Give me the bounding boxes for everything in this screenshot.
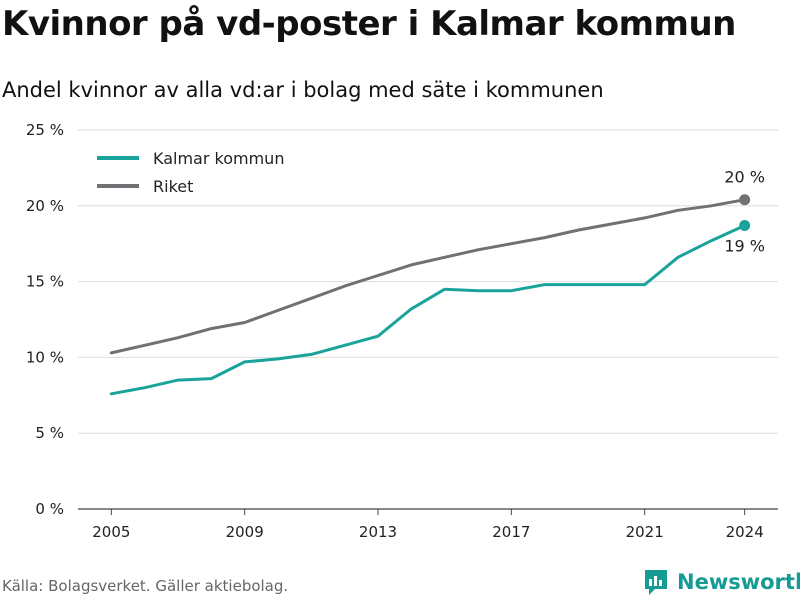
x-tick-label: 2005 (92, 523, 130, 541)
x-axis-ticks: 2005 2009 2013 2017 2021 2024 (92, 509, 764, 541)
legend: Kalmar kommun Riket (97, 149, 284, 196)
legend-label-1: Riket (153, 177, 193, 196)
grid-lines (78, 129, 778, 510)
y-tick-label: 15 % (26, 273, 64, 291)
source-note: Källa: Bolagsverket. Gäller aktiebolag. (2, 577, 289, 595)
chart-subtitle: Andel kvinnor av alla vd:ar i bolag med … (2, 78, 604, 102)
end-value-label-0: 19 % (724, 237, 765, 256)
x-tick-label: 2024 (726, 523, 764, 541)
series-lines (109, 194, 751, 396)
x-tick-label: 2017 (492, 523, 530, 541)
brand-name: Newsworthy (677, 570, 800, 594)
x-tick-label: 2009 (226, 523, 264, 541)
y-axis-ticks: 0 % 5 % 10 % 15 % 20 % 25 % (26, 121, 64, 518)
series-line-0 (109, 224, 747, 396)
chart-title: Kvinnor på vd-poster i Kalmar kommun (2, 4, 736, 44)
legend-label-0: Kalmar kommun (153, 149, 284, 168)
newsworthy-logo-icon (645, 570, 667, 595)
end-value-label-1: 20 % (724, 168, 765, 187)
series-end-marker-1 (739, 194, 751, 206)
y-tick-label: 10 % (26, 348, 64, 366)
end-labels: 20 % 19 % (724, 168, 765, 256)
series-end-marker-0 (739, 220, 751, 232)
y-tick-label: 25 % (26, 121, 64, 139)
y-tick-label: 0 % (35, 500, 64, 518)
brand-logo[interactable]: Newsworthy (643, 568, 800, 596)
y-tick-label: 5 % (35, 424, 64, 442)
x-tick-label: 2021 (626, 523, 664, 541)
x-tick-label: 2013 (359, 523, 397, 541)
series-line-1 (109, 198, 747, 355)
y-tick-label: 20 % (26, 197, 64, 215)
